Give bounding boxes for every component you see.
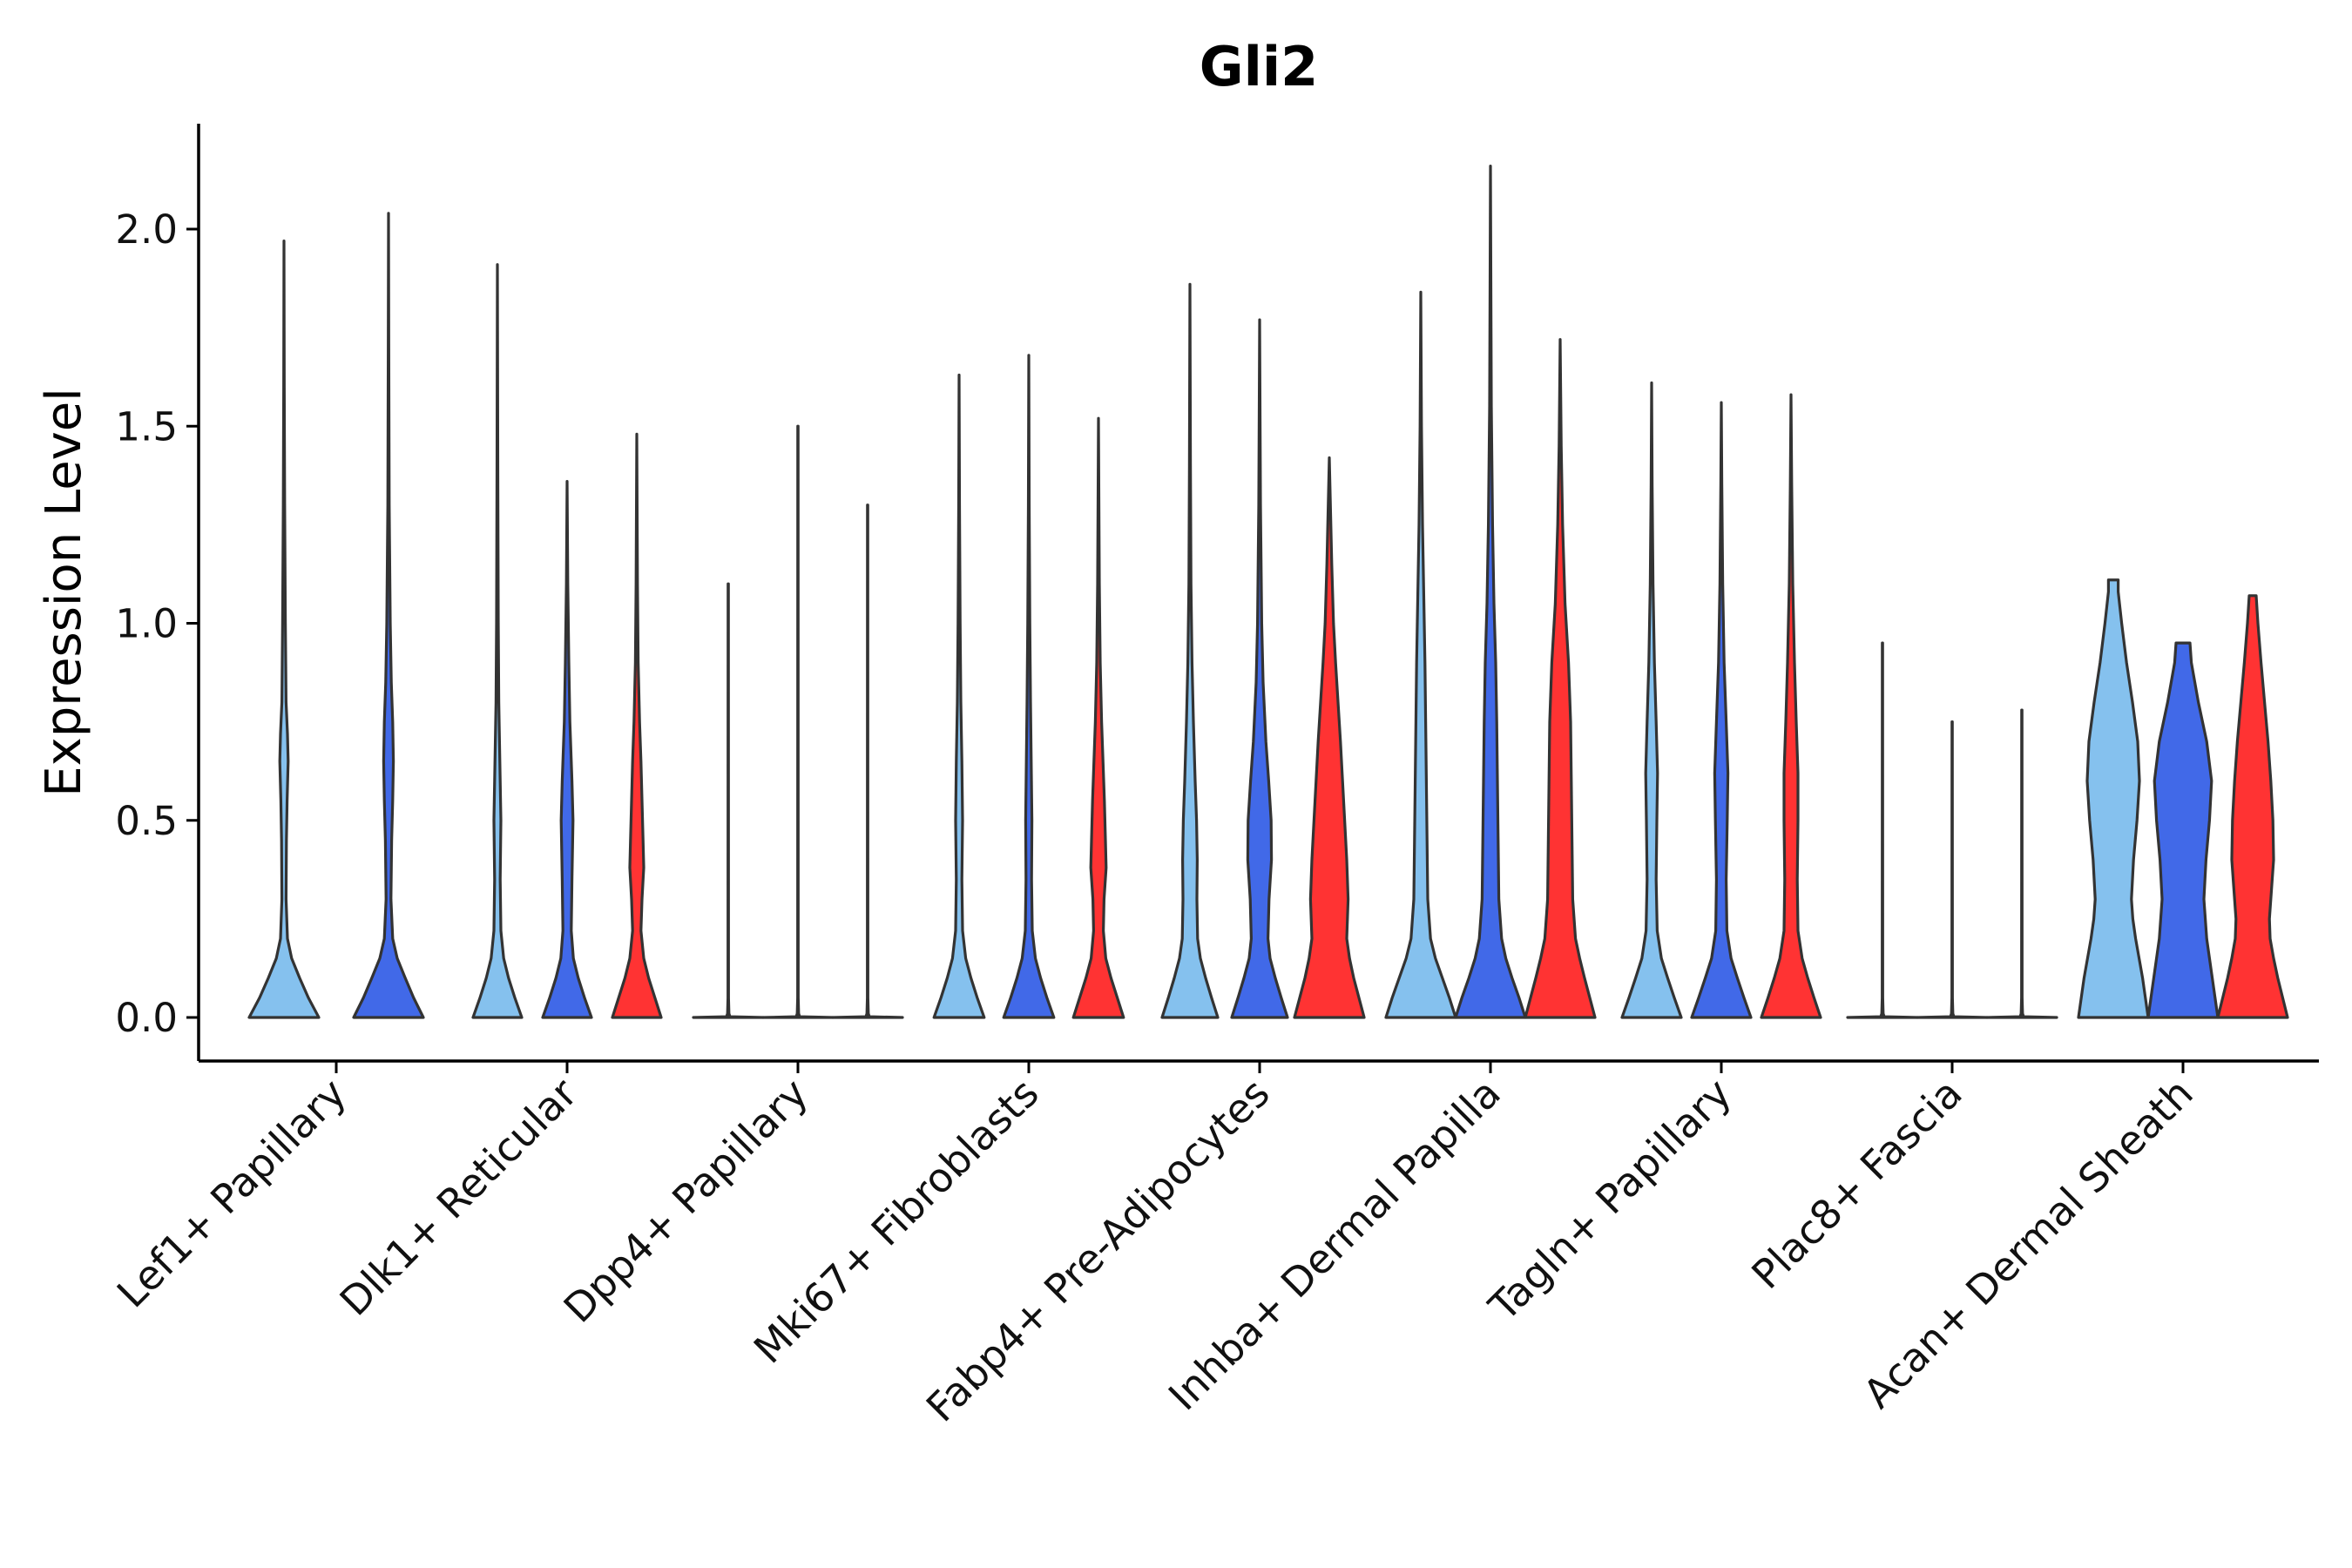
violin (1916, 720, 1989, 1019)
violin (1760, 393, 1822, 1019)
chart-title: Gli2 (1200, 35, 1319, 98)
violin (1620, 381, 1683, 1019)
y-tick-label: 0.0 (115, 995, 178, 1041)
x-tick-label: Dpp4+ Papillary (555, 1070, 817, 1332)
violin (1230, 318, 1289, 1019)
violin (1690, 401, 1753, 1019)
violin (1384, 290, 1457, 1019)
violin-group (471, 263, 663, 1019)
violin (1071, 416, 1125, 1019)
violin (831, 504, 904, 1019)
violin (247, 239, 321, 1019)
violin (1002, 354, 1056, 1019)
violin-group (692, 424, 904, 1019)
violin-group (1384, 165, 1597, 1019)
violin (1985, 708, 2058, 1019)
violin (352, 212, 425, 1019)
violin (2146, 641, 2220, 1019)
violin-group (932, 354, 1125, 1019)
x-tick-label: Plac8+ Fascia (1742, 1070, 1970, 1298)
violin (2216, 594, 2289, 1019)
violin (1524, 338, 1597, 1019)
violin (1293, 456, 1366, 1019)
violin (761, 424, 835, 1019)
x-tick-label: Dlk1+ Reticular (331, 1070, 586, 1325)
plot-area (247, 165, 2289, 1019)
violin (541, 480, 593, 1019)
violin-group (1160, 282, 1366, 1019)
violin (1160, 282, 1220, 1019)
violin-group (1620, 381, 1822, 1019)
y-tick-label: 1.0 (115, 601, 178, 647)
y-tick-label: 1.5 (115, 403, 178, 449)
violin (932, 373, 986, 1019)
violin (1846, 641, 1919, 1019)
violin (611, 432, 663, 1019)
x-tick-label: Lef1+ Papillary (108, 1070, 355, 1317)
violin-group (247, 212, 425, 1019)
violin (1454, 165, 1527, 1019)
x-tick-label: Tagln+ Papillary (1479, 1070, 1740, 1331)
violin-group (2077, 578, 2289, 1019)
violin-group (1846, 641, 2058, 1019)
y-tick-label: 0.5 (115, 798, 178, 844)
violin (692, 582, 765, 1019)
violin (2077, 578, 2150, 1019)
violin (471, 263, 524, 1019)
y-tick-label: 2.0 (115, 206, 178, 253)
y-axis-label: Expression Level (36, 388, 92, 797)
